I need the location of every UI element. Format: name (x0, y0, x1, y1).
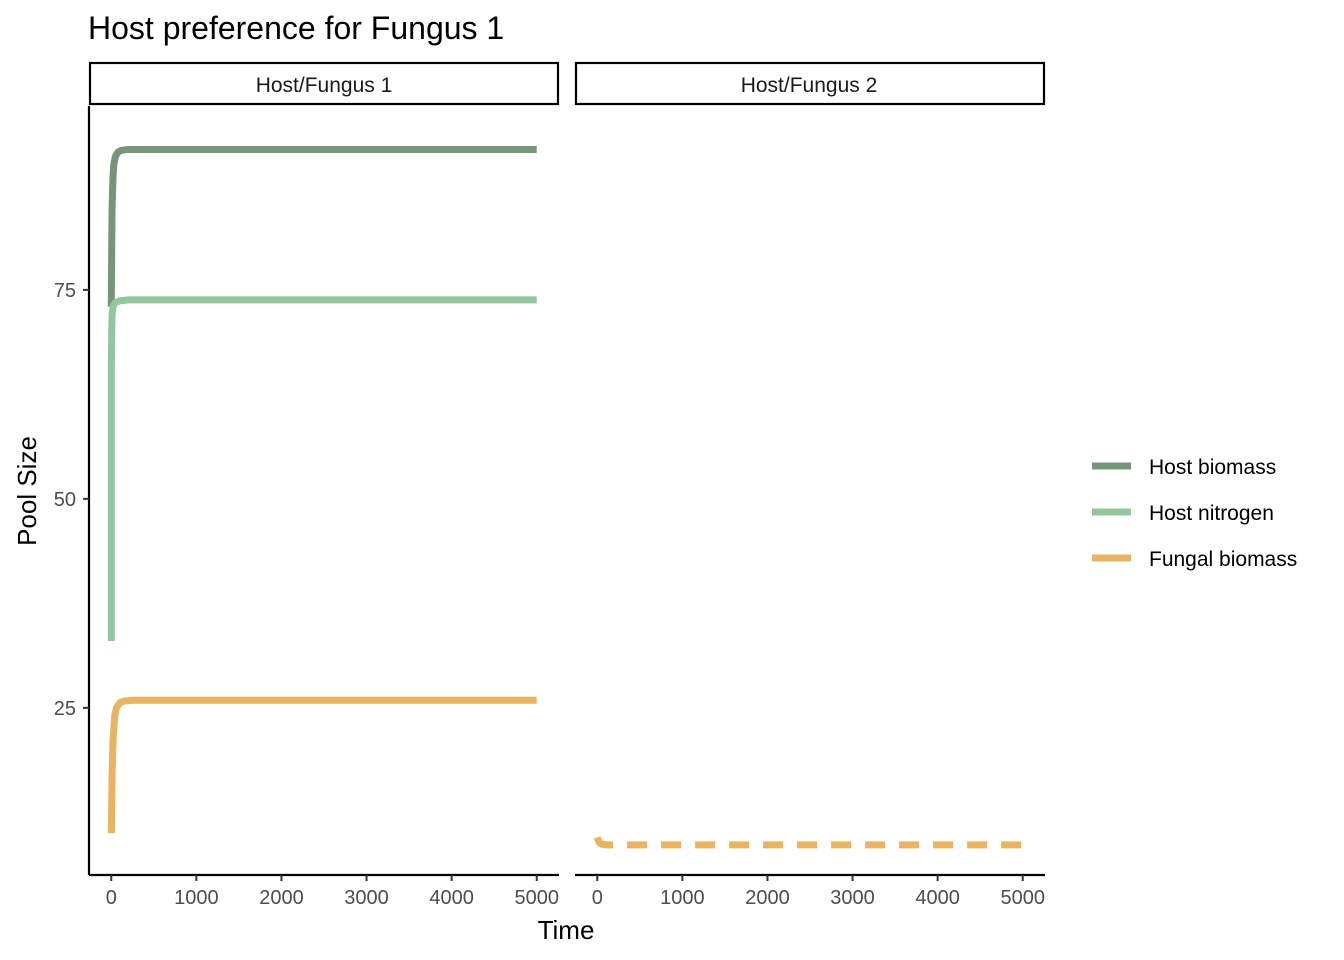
x-tick-label-2000-panel-2: 2000 (745, 887, 790, 909)
x-tick-label-2000-panel-1: 2000 (259, 887, 304, 909)
series-line-fungal-biomass-panel-2 (593, 836, 1023, 849)
x-tick-label-1000-panel-2: 1000 (660, 887, 705, 909)
legend-label-host-biomass: Host biomass (1149, 456, 1276, 479)
x-tick-label-5000-panel-1: 5000 (514, 887, 559, 909)
x-tick-label-1000-panel-1: 1000 (174, 887, 219, 909)
series-line-host-nitrogen-panel-1 (107, 296, 537, 641)
y-tick-label-75: 75 (54, 280, 76, 302)
legend-label-fungal-biomass: Fungal biomass (1149, 548, 1297, 571)
legend: Host biomass Host nitrogen Fungal biomass (1092, 456, 1297, 571)
x-tick-label-3000-panel-1: 3000 (344, 887, 389, 909)
panel-host-fungus-1: Host/Fungus 1 25 50 75 0 1000 2000 3000 4000 50… (54, 61, 560, 909)
x-axis-title: Time (538, 915, 595, 945)
chart-title: Host preference for Fungus 1 (88, 10, 504, 46)
x-tick-label-3000-panel-2: 3000 (830, 887, 875, 909)
strip-box-2 (574, 61, 1046, 106)
x-tick-label-4000-panel-1: 4000 (429, 887, 474, 909)
strip-box-1 (88, 61, 560, 106)
legend-label-host-nitrogen: Host nitrogen (1149, 502, 1274, 525)
y-axis-title: Pool Size (12, 436, 42, 546)
x-ticks-panel-1: 0 1000 2000 3000 4000 5000 (106, 875, 559, 909)
y-ticks: 25 50 75 (54, 280, 89, 720)
series-line-host-biomass-panel-1 (107, 146, 537, 307)
series-line-fungal-biomass-panel-1 (107, 696, 537, 834)
x-tick-label-5000-panel-2: 5000 (1000, 887, 1045, 909)
y-tick-label-25: 25 (54, 698, 76, 720)
series-group-panel-1 (107, 146, 537, 834)
panel-host-fungus-2: Host/Fungus 2 0 1000 2000 3000 4000 5000 (574, 61, 1046, 909)
strip-label-2: Host/Fungus 2 (741, 74, 878, 97)
x-tick-label-0-panel-1: 0 (106, 887, 117, 909)
strip-label-1: Host/Fungus 1 (256, 74, 393, 97)
x-tick-label-0-panel-2: 0 (592, 887, 603, 909)
x-ticks-panel-2: 0 1000 2000 3000 4000 5000 (592, 875, 1045, 909)
x-tick-label-4000-panel-2: 4000 (915, 887, 960, 909)
series-group-panel-2 (593, 836, 1023, 849)
y-tick-label-50: 50 (54, 489, 76, 511)
